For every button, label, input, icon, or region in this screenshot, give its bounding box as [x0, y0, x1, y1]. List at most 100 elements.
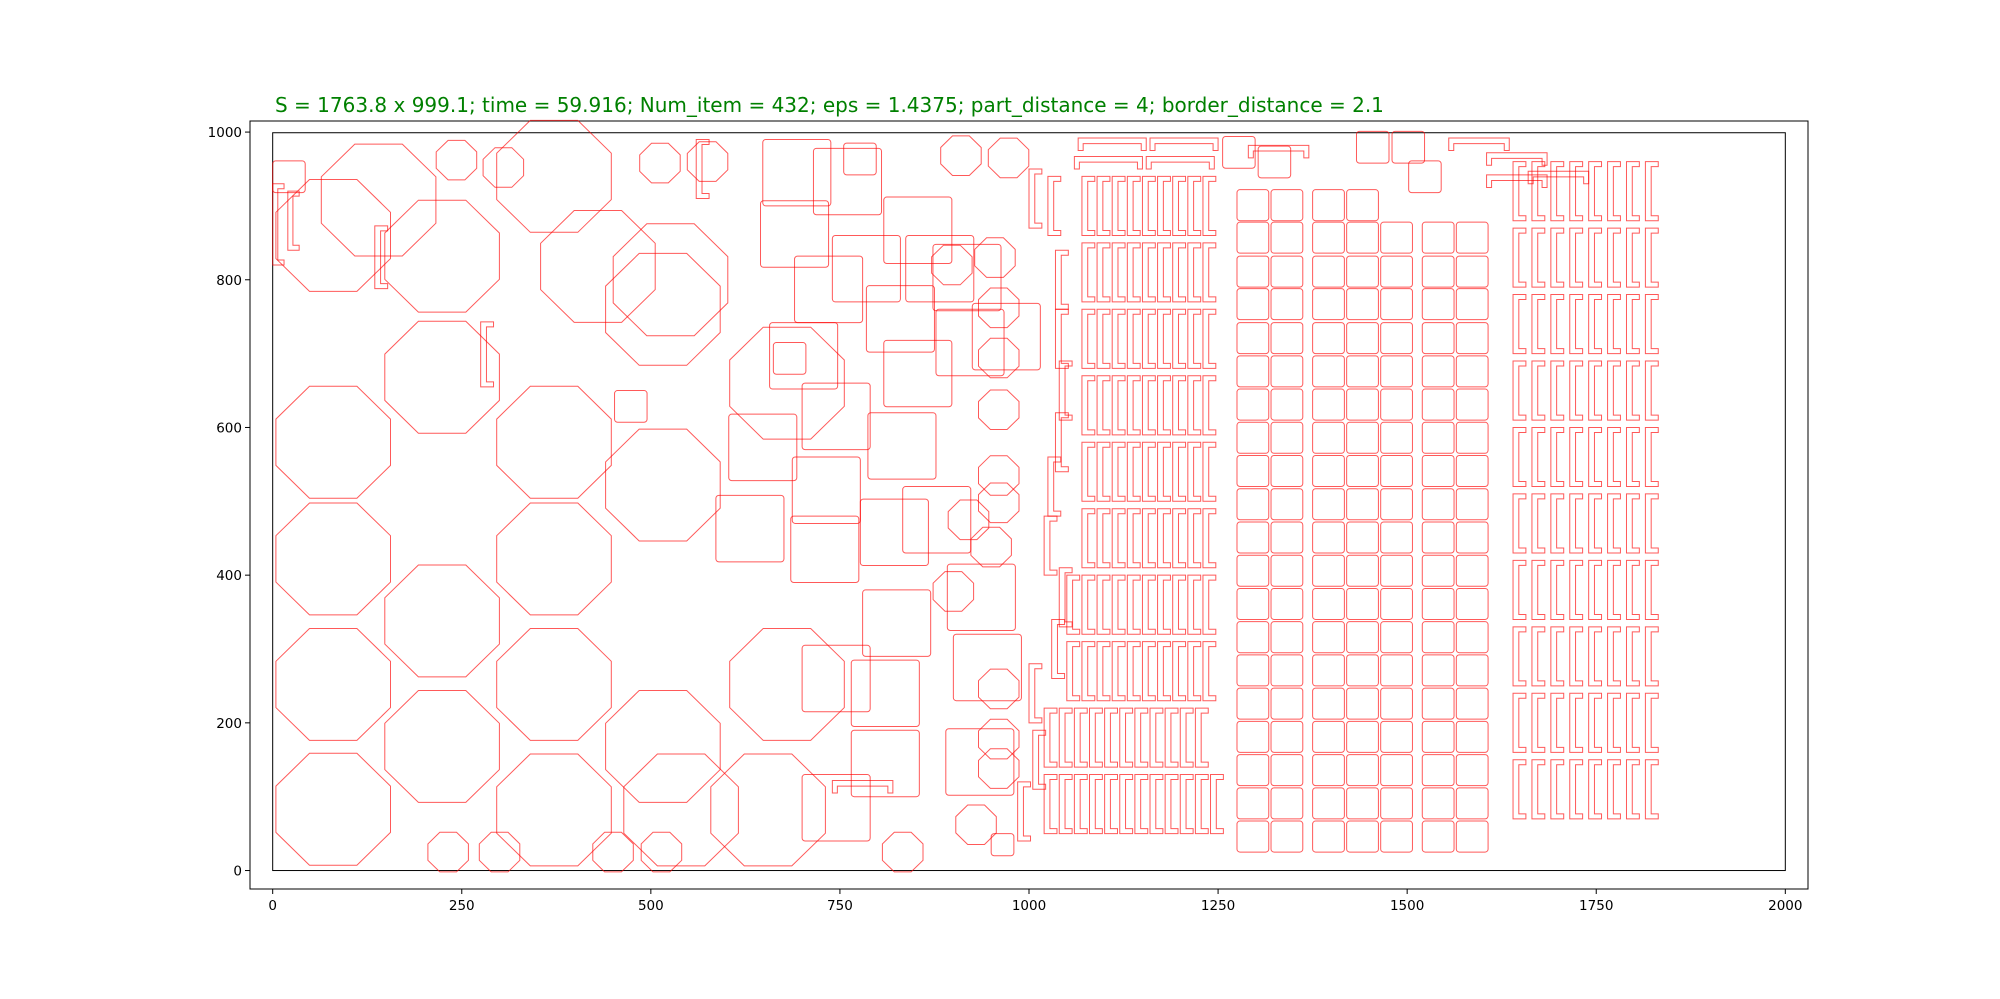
c-profile-part	[1588, 360, 1603, 421]
octagon-part	[496, 119, 612, 233]
octagon-part	[275, 752, 391, 866]
c-profile-part	[1119, 774, 1134, 835]
octagon-part	[978, 337, 1020, 379]
c-profile-part	[1512, 559, 1527, 620]
rounded-square-part	[1346, 521, 1379, 554]
c-profile-part	[1149, 774, 1164, 835]
sheet-layer	[272, 132, 1786, 872]
c-profile-part	[1625, 692, 1640, 753]
rounded-square-part	[1346, 621, 1379, 654]
rounded-square-part	[1236, 255, 1270, 288]
y-tick-label: 600	[216, 420, 242, 436]
octagon-part	[978, 718, 1020, 760]
rounded-square-part	[1270, 322, 1304, 355]
rounded-square-part	[1236, 754, 1270, 787]
rounded-square-part	[715, 494, 785, 563]
rounded-square-part	[1421, 554, 1455, 587]
c-profile-part	[1187, 242, 1202, 303]
c-profile-part	[1550, 559, 1565, 620]
rounded-square-part	[1455, 221, 1489, 254]
c-profile-part	[1157, 641, 1171, 702]
c-profile-part	[1096, 508, 1111, 569]
c-profile-part	[1141, 375, 1156, 436]
rounded-square-part	[1270, 654, 1304, 687]
horizontal-c-profile-part	[1486, 152, 1548, 166]
octagon-part	[974, 237, 1016, 278]
c-profile-part	[1531, 759, 1546, 820]
c-profile-part	[1588, 626, 1603, 687]
c-profile-part	[1531, 493, 1546, 554]
rounded-square-part	[1455, 521, 1489, 554]
octagon-part	[384, 690, 500, 803]
c-profile-part	[1058, 707, 1073, 768]
rounded-square-part	[1346, 488, 1379, 521]
c-profile-part	[1089, 774, 1103, 835]
c-profile-part	[1550, 161, 1565, 222]
c-profile-part	[1111, 641, 1126, 702]
rounded-square-part	[1380, 621, 1413, 654]
rounded-square-part	[1236, 621, 1270, 654]
rounded-square-part	[945, 728, 1015, 796]
octagon-part	[496, 385, 612, 499]
rounded-square-part	[772, 342, 807, 375]
c-profile-part	[1111, 508, 1126, 569]
c-profile-part	[1141, 308, 1156, 369]
c-profile-part	[1073, 774, 1088, 835]
c-profile-part	[1187, 375, 1202, 436]
octagon-part	[640, 831, 683, 873]
c-profile-part	[1081, 574, 1096, 635]
rounded-square-part	[1312, 221, 1345, 254]
rounded-square-part	[859, 498, 929, 567]
c-profile-part	[1081, 175, 1096, 236]
octagon-part	[623, 753, 739, 867]
c-profile-part	[1512, 426, 1527, 488]
c-profile-part	[1172, 242, 1187, 303]
c-profile-part	[1089, 707, 1103, 768]
c-profile-part	[1550, 360, 1565, 421]
c-profile-part	[1111, 308, 1126, 369]
horizontal-c-profile-part	[1527, 170, 1590, 185]
rounded-square-part	[1380, 322, 1413, 355]
c-profile-part	[1172, 574, 1187, 635]
c-profile-part	[1141, 175, 1156, 236]
rounded-square-part	[1380, 355, 1413, 388]
rounded-square-part	[1421, 355, 1455, 388]
c-profile-part	[1126, 574, 1141, 635]
octagon-part	[612, 223, 729, 337]
c-profile-part	[1119, 707, 1134, 768]
y-tick-label: 0	[233, 864, 242, 880]
rounded-square-part	[801, 774, 871, 842]
rounded-square-part	[1312, 255, 1345, 288]
x-axis: 0 250 500 750 1000 1250 1500 1750 2000	[268, 889, 1802, 914]
c-profile-part	[1607, 161, 1621, 222]
c-profile-part	[1644, 559, 1659, 620]
rounded-square-part	[1236, 221, 1270, 254]
c-profile-part	[1194, 707, 1209, 768]
octagon-part	[881, 831, 924, 873]
c-profile-part	[1588, 493, 1603, 554]
c-profile-part	[1607, 626, 1621, 687]
c-profile-part	[1512, 759, 1527, 820]
c-profile-part	[1081, 375, 1096, 436]
c-profile-part	[1550, 692, 1565, 753]
c-profile-part	[1066, 574, 1081, 635]
octagon-part	[384, 199, 500, 313]
c-profile-part	[1644, 360, 1659, 421]
octagon-part	[605, 690, 721, 803]
x-tick-label: 1500	[1390, 898, 1424, 914]
c-profile-part	[1625, 759, 1640, 820]
c-profile-part	[1096, 574, 1111, 635]
c-profile-part	[1096, 375, 1111, 436]
rounded-square-part	[1312, 189, 1345, 222]
rounded-square-part	[1421, 288, 1455, 321]
c-profile-part	[1202, 308, 1217, 369]
rounded-square-part	[1270, 521, 1304, 554]
rounded-square-part	[1312, 720, 1345, 753]
horizontal-c-profile-part	[1486, 174, 1548, 188]
rounded-square-part	[1455, 654, 1489, 687]
rounded-square-part	[1312, 621, 1345, 654]
x-tick-label: 500	[638, 898, 664, 914]
rounded-square-part	[1312, 421, 1345, 454]
rounded-square-part	[1380, 654, 1413, 687]
rounded-square-part	[1380, 521, 1413, 554]
